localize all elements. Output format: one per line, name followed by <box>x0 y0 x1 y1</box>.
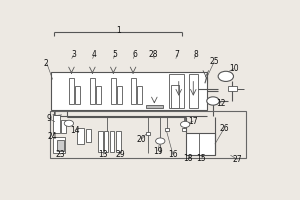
Text: 18: 18 <box>183 154 192 163</box>
Bar <box>228 86 237 91</box>
Bar <box>52 72 207 110</box>
Bar <box>52 115 60 133</box>
Circle shape <box>181 121 190 127</box>
Text: 26: 26 <box>219 124 229 133</box>
Bar <box>111 78 116 104</box>
Bar <box>117 86 122 104</box>
Bar <box>77 128 85 144</box>
Text: 13: 13 <box>98 150 108 159</box>
Bar <box>50 111 246 158</box>
Text: 7: 7 <box>175 50 179 59</box>
Text: 28: 28 <box>148 50 158 59</box>
Text: 16: 16 <box>168 150 178 159</box>
Text: 25: 25 <box>209 57 219 66</box>
Bar <box>182 128 186 131</box>
Bar <box>116 131 121 152</box>
Text: 9: 9 <box>47 114 52 123</box>
Text: 10: 10 <box>229 64 239 73</box>
Text: 24: 24 <box>48 132 57 141</box>
Circle shape <box>156 138 165 144</box>
Text: 23: 23 <box>56 150 65 159</box>
Bar <box>165 128 169 131</box>
Text: 5: 5 <box>112 50 117 59</box>
Text: 12: 12 <box>216 99 226 108</box>
Circle shape <box>64 120 74 126</box>
Circle shape <box>218 71 233 81</box>
Text: 1: 1 <box>116 26 121 35</box>
Bar <box>146 105 163 108</box>
Bar <box>52 137 65 153</box>
Circle shape <box>207 97 219 105</box>
Bar <box>98 131 103 152</box>
Text: 20: 20 <box>136 135 146 144</box>
Bar <box>61 120 66 133</box>
Bar <box>186 133 215 155</box>
Text: 15: 15 <box>196 154 206 163</box>
Text: 3: 3 <box>71 50 76 59</box>
Text: 8: 8 <box>193 50 198 59</box>
Bar <box>86 129 92 142</box>
Bar <box>90 78 95 104</box>
Bar <box>169 74 184 108</box>
Text: 19: 19 <box>153 147 163 156</box>
Text: 14: 14 <box>70 126 80 135</box>
Text: 29: 29 <box>115 150 125 159</box>
Text: 6: 6 <box>132 50 137 59</box>
Bar <box>104 131 108 152</box>
Bar <box>130 78 136 104</box>
Bar <box>146 132 150 135</box>
Text: 2: 2 <box>43 59 48 68</box>
Text: 27: 27 <box>232 155 242 164</box>
Bar <box>96 86 101 104</box>
Bar <box>110 131 114 152</box>
Bar <box>75 86 80 104</box>
Bar <box>189 74 198 108</box>
Bar <box>57 140 64 151</box>
Text: 4: 4 <box>92 50 96 59</box>
Bar <box>69 78 74 104</box>
Bar <box>137 86 142 104</box>
Text: 17: 17 <box>188 117 198 126</box>
Bar <box>171 85 178 108</box>
